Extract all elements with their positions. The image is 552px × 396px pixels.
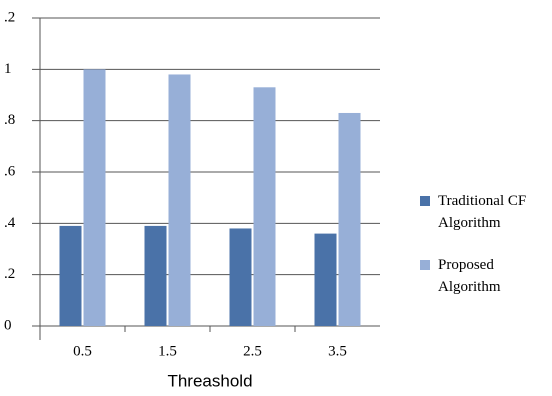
x-tick-label: 3.5 bbox=[328, 343, 347, 359]
legend-item: Proposed Algorithm bbox=[420, 254, 545, 298]
x-tick-label: 1.5 bbox=[158, 343, 177, 359]
legend-swatch bbox=[420, 260, 430, 270]
bar bbox=[168, 74, 191, 326]
x-tick-label: 0.5 bbox=[73, 343, 92, 359]
legend-item: Traditional CF Algorithm bbox=[420, 190, 545, 234]
y-tick-label: .6 bbox=[4, 163, 16, 179]
bar bbox=[144, 225, 167, 326]
bar bbox=[314, 233, 337, 326]
bar bbox=[338, 112, 361, 326]
x-tick-label: 2.5 bbox=[243, 343, 262, 359]
y-tick-label: .2 bbox=[4, 266, 15, 282]
bar bbox=[59, 225, 82, 326]
legend: Traditional CF Algorithm Proposed Algorit… bbox=[420, 190, 545, 318]
bar bbox=[83, 69, 106, 326]
y-tick-label: .4 bbox=[4, 215, 16, 231]
bar bbox=[229, 228, 252, 326]
legend-label: Traditional CF Algorithm bbox=[438, 193, 527, 231]
legend-label: Proposed Algorithm bbox=[438, 257, 501, 295]
x-axis-label: Threashold bbox=[167, 371, 252, 390]
y-tick-label: 0 bbox=[4, 317, 12, 333]
bar bbox=[253, 87, 276, 326]
y-tick-label: .2 bbox=[4, 9, 15, 25]
y-tick-label: 1 bbox=[4, 61, 12, 77]
y-tick-label: .8 bbox=[4, 112, 15, 128]
legend-swatch bbox=[420, 196, 430, 206]
